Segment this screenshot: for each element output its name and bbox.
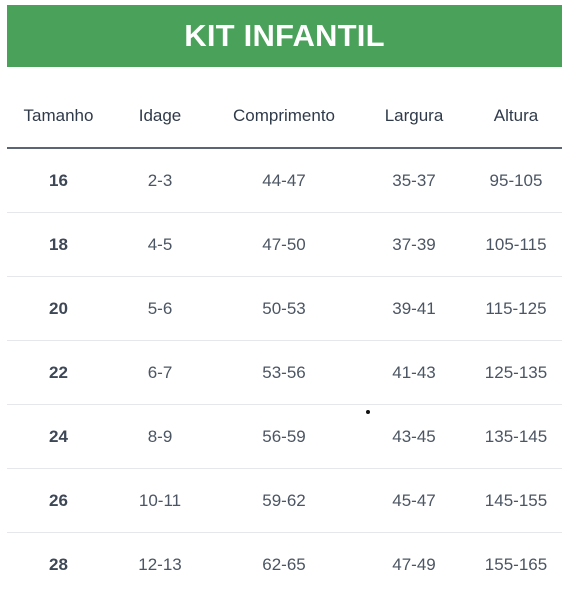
cell-altura: 115-125 <box>485 298 547 318</box>
cell-altura: 95-105 <box>489 170 543 190</box>
table-row: 26 10-11 59-62 45-47 145-155 <box>7 469 562 533</box>
cell-largura: 47-49 <box>392 555 436 574</box>
table-row: 20 5-6 50-53 39-41 115-125 <box>7 277 562 341</box>
cell-altura: 135-145 <box>484 426 548 446</box>
cell-altura: 105-115 <box>485 234 547 254</box>
title-banner: KIT INFANTIL <box>7 5 562 67</box>
cell-largura: 45-47 <box>392 490 436 510</box>
table-row: 18 4-5 47-50 37-39 105-115 <box>7 213 562 277</box>
cell-tamanho: 20 <box>49 298 68 318</box>
size-table: Tamanho Idage Comprimento Largura Altura… <box>7 84 562 597</box>
cell-comprimento: 47-50 <box>262 234 306 254</box>
cell-idade: 8-9 <box>147 426 173 446</box>
cell-tamanho: 18 <box>49 234 68 254</box>
table-row: 16 2-3 44-47 35-37 95-105 <box>7 149 562 213</box>
cell-idade: 5-6 <box>147 298 173 318</box>
cell-comprimento: 53-56 <box>262 362 306 382</box>
header-altura: Altura <box>493 105 539 125</box>
table-row: 24 8-9 56-59 43-45 135-145 <box>7 405 562 469</box>
table-header-row: Tamanho Idage Comprimento Largura Altura <box>7 84 562 149</box>
cell-tamanho: 28 <box>49 555 68 574</box>
cell-largura: 37-39 <box>392 234 436 254</box>
header-comprimento: Comprimento <box>232 105 336 125</box>
table-row: 22 6-7 53-56 41-43 125-135 <box>7 341 562 405</box>
cell-altura: 155-165 <box>484 555 548 574</box>
cell-largura: 39-41 <box>392 298 436 318</box>
cell-idade: 12-13 <box>138 555 182 574</box>
cell-comprimento: 56-59 <box>262 426 306 446</box>
header-idade: Idage <box>138 105 182 125</box>
cell-comprimento: 44-47 <box>262 170 306 190</box>
cell-altura: 125-135 <box>484 362 548 382</box>
cell-largura: 43-45 <box>392 426 436 446</box>
cell-largura: 35-37 <box>392 170 436 190</box>
cell-tamanho: 24 <box>49 426 68 446</box>
header-largura: Largura <box>384 105 444 125</box>
cell-tamanho: 16 <box>49 170 68 190</box>
cell-comprimento: 62-65 <box>262 555 306 574</box>
cell-altura: 145-155 <box>484 490 548 510</box>
stray-dot <box>366 410 370 414</box>
cell-tamanho: 26 <box>49 490 68 510</box>
cell-largura: 41-43 <box>392 362 436 382</box>
cell-idade: 10-11 <box>138 490 182 510</box>
cell-comprimento: 59-62 <box>262 490 306 510</box>
cell-tamanho: 22 <box>49 362 68 382</box>
page-title: KIT INFANTIL <box>184 18 385 53</box>
cell-comprimento: 50-53 <box>262 298 306 318</box>
header-tamanho: Tamanho <box>23 105 94 125</box>
table-row: 28 12-13 62-65 47-49 155-165 <box>7 533 562 597</box>
cell-idade: 6-7 <box>147 362 173 382</box>
cell-idade: 4-5 <box>147 234 173 254</box>
cell-idade: 2-3 <box>147 170 173 190</box>
